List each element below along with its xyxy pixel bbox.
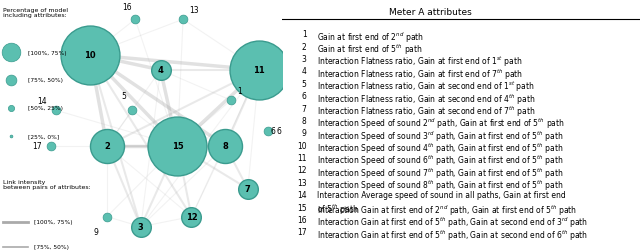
Point — [6, 134, 17, 138]
Text: 5: 5 — [122, 91, 126, 100]
Text: 3: 3 — [302, 55, 307, 64]
Text: [75%, 50%): [75%, 50%) — [28, 78, 63, 83]
Text: Link intensity
between pairs of attributes:: Link intensity between pairs of attribut… — [3, 179, 91, 190]
Text: 5: 5 — [302, 80, 307, 88]
Text: Interaction Flatness ratio, Gain at first end of 1$^{st}$ path: Interaction Flatness ratio, Gain at firs… — [317, 55, 523, 69]
Text: 7: 7 — [245, 184, 251, 194]
Text: [75%, 50%): [75%, 50%) — [34, 244, 68, 249]
Text: 4: 4 — [157, 66, 163, 75]
Point — [6, 79, 17, 83]
Text: 6: 6 — [271, 127, 276, 136]
Text: 15: 15 — [297, 203, 307, 212]
Text: Interaction Speed of sound 7$^{th}$ path, Gain at first end of 5$^{th}$ path: Interaction Speed of sound 7$^{th}$ path… — [317, 166, 564, 180]
Point — [85, 53, 95, 57]
Point — [262, 129, 273, 133]
Text: 10: 10 — [297, 141, 307, 150]
Text: Interaction Flatness ratio, Gain at second end of 1$^{st}$ path: Interaction Flatness ratio, Gain at seco… — [317, 80, 535, 94]
Point — [130, 18, 140, 22]
Text: 6: 6 — [302, 92, 307, 101]
Point — [220, 144, 230, 148]
Point — [172, 144, 182, 148]
Text: [100%, 75%): [100%, 75%) — [34, 219, 72, 224]
Text: 11: 11 — [297, 153, 307, 162]
Text: Interaction Gain at first end of 5$^{th}$ path, Gain at second end of 3$^{rd}$ p: Interaction Gain at first end of 5$^{th}… — [317, 215, 589, 229]
Point — [186, 215, 196, 219]
Text: 14: 14 — [297, 191, 307, 199]
Point — [243, 187, 253, 191]
Text: 1: 1 — [237, 86, 242, 95]
Point — [102, 144, 112, 148]
Text: 12: 12 — [186, 212, 197, 221]
Text: 9: 9 — [93, 227, 98, 236]
Text: 16: 16 — [297, 215, 307, 224]
Point — [254, 69, 264, 73]
Text: 3: 3 — [138, 222, 143, 231]
Text: Interaction Speed of sound 3$^{rd}$ path, Gain at first end of 5$^{th}$ path: Interaction Speed of sound 3$^{rd}$ path… — [317, 129, 564, 143]
Text: Gain at first end of 2$^{nd}$ path: Gain at first end of 2$^{nd}$ path — [317, 30, 424, 45]
Text: 6: 6 — [276, 127, 281, 136]
Text: 12: 12 — [297, 166, 307, 175]
Text: 8: 8 — [302, 116, 307, 125]
Text: 11: 11 — [253, 66, 265, 75]
Text: 10: 10 — [84, 51, 96, 60]
Text: 16: 16 — [122, 3, 132, 12]
Text: 17: 17 — [32, 142, 42, 151]
Point — [226, 99, 236, 103]
Text: Interaction Speed of sound 2$^{nd}$ path, Gain at first end of 5$^{th}$ path: Interaction Speed of sound 2$^{nd}$ path… — [317, 116, 565, 131]
Point — [156, 69, 166, 73]
Text: Interaction Flatness ratio, Gain at second end of 4$^{th}$ path: Interaction Flatness ratio, Gain at seco… — [317, 92, 536, 106]
Point — [6, 51, 17, 55]
Point — [6, 106, 17, 110]
Text: 9: 9 — [302, 129, 307, 138]
Point — [102, 215, 112, 219]
Text: [100%, 75%): [100%, 75%) — [28, 50, 67, 55]
Text: 7: 7 — [302, 104, 307, 113]
Text: Interaction Gain at first end of 5$^{th}$ path, Gain at second end of 6$^{th}$ p: Interaction Gain at first end of 5$^{th}… — [317, 227, 589, 242]
Text: Gain at first end of 5$^{th}$ path: Gain at first end of 5$^{th}$ path — [317, 43, 423, 57]
Text: 8: 8 — [223, 142, 228, 151]
Text: 4: 4 — [302, 67, 307, 76]
Text: [25%, 0%]: [25%, 0%] — [28, 134, 60, 139]
Text: Meter A attributes: Meter A attributes — [389, 8, 472, 17]
Text: Interaction Average speed of sound in all paths, Gain at first end
of 5$^{th}$ p: Interaction Average speed of sound in al… — [317, 191, 566, 216]
Text: Interaction Speed of sound 6$^{th}$ path, Gain at first end of 5$^{th}$ path: Interaction Speed of sound 6$^{th}$ path… — [317, 153, 564, 168]
Point — [45, 144, 56, 148]
Point — [178, 18, 188, 22]
Text: Interaction Flatness ratio, Gain at second end of 7$^{th}$ path: Interaction Flatness ratio, Gain at seco… — [317, 104, 536, 118]
Text: 2: 2 — [302, 43, 307, 51]
Text: Interaction Flatness ratio, Gain at first end of 7$^{th}$ path: Interaction Flatness ratio, Gain at firs… — [317, 67, 524, 82]
Point — [127, 109, 138, 113]
Point — [136, 225, 146, 229]
Text: [50%, 25%): [50%, 25%) — [28, 106, 63, 111]
Text: Percentage of model
including attributes:: Percentage of model including attributes… — [3, 8, 68, 18]
Text: 13: 13 — [189, 6, 199, 15]
Text: 15: 15 — [172, 142, 183, 151]
Text: 1: 1 — [302, 30, 307, 39]
Point — [51, 109, 61, 113]
Text: 14: 14 — [37, 96, 47, 105]
Text: Interaction Gain at first end of 2$^{nd}$ path, Gain at first end of 5$^{th}$ pa: Interaction Gain at first end of 2$^{nd}… — [317, 203, 577, 217]
Text: 2: 2 — [104, 142, 110, 151]
Text: Interaction Speed of sound 8$^{th}$ path, Gain at first end of 5$^{th}$ path: Interaction Speed of sound 8$^{th}$ path… — [317, 178, 564, 193]
Text: 13: 13 — [297, 178, 307, 187]
Text: 17: 17 — [297, 227, 307, 236]
Text: Interaction Speed of sound 4$^{th}$ path, Gain at first end of 5$^{th}$ path: Interaction Speed of sound 4$^{th}$ path… — [317, 141, 564, 155]
